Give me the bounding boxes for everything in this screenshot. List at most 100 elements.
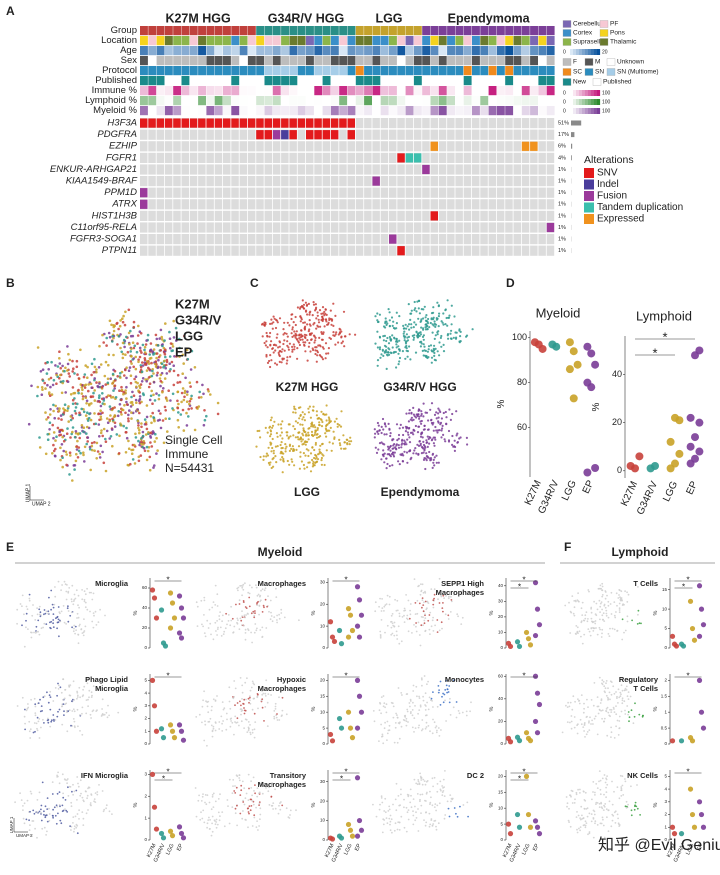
umap-dot bbox=[86, 411, 89, 415]
annotation-cell bbox=[322, 106, 331, 116]
annotation-cell bbox=[148, 46, 157, 56]
umap-dot bbox=[322, 347, 325, 350]
umap-dot bbox=[152, 418, 156, 421]
umap-dot bbox=[430, 588, 433, 590]
gene-cell bbox=[289, 152, 297, 163]
umap-dot bbox=[264, 692, 267, 695]
gene-cell bbox=[455, 234, 463, 245]
umap-dot bbox=[433, 337, 436, 340]
umap-dot bbox=[422, 610, 425, 613]
umap-dot bbox=[307, 302, 310, 305]
umap-dot bbox=[427, 725, 430, 727]
umap-dot bbox=[46, 797, 49, 799]
umap-dot bbox=[279, 423, 283, 426]
umap-dot bbox=[142, 443, 145, 446]
gene-label: H3F3A bbox=[107, 118, 137, 129]
x-tick-label: K27M bbox=[146, 843, 158, 859]
umap-dot bbox=[145, 458, 149, 462]
annotation-cell bbox=[455, 106, 464, 116]
umap-dot bbox=[73, 830, 75, 833]
umap-dot bbox=[243, 707, 245, 709]
gene-cell bbox=[140, 234, 148, 245]
umap bbox=[374, 299, 474, 370]
umap-dot bbox=[25, 612, 28, 615]
umap-dot bbox=[61, 465, 64, 469]
gene-cell bbox=[330, 164, 339, 175]
umap-dot bbox=[272, 315, 275, 318]
umap-dot bbox=[425, 459, 428, 462]
umap-dot bbox=[70, 801, 73, 804]
freq-label: 6% bbox=[558, 144, 566, 150]
umap-dot bbox=[83, 386, 87, 389]
umap-dot bbox=[267, 693, 270, 695]
umap-dot bbox=[60, 691, 63, 694]
umap-dot bbox=[171, 392, 175, 396]
umap-dot bbox=[51, 793, 54, 795]
umap-dot bbox=[321, 338, 324, 341]
umap-dot bbox=[72, 367, 75, 371]
freq-label: 51% bbox=[558, 120, 569, 126]
data-point bbox=[358, 709, 365, 715]
gene-cell bbox=[430, 152, 438, 163]
gene-cell bbox=[438, 164, 447, 175]
gene-cell bbox=[247, 199, 256, 210]
umap-dot bbox=[232, 779, 235, 781]
umap-dot bbox=[409, 318, 412, 321]
umap-dot bbox=[120, 385, 123, 389]
umap-dot bbox=[97, 621, 100, 623]
umap-dot bbox=[43, 826, 46, 829]
umap-dot bbox=[240, 704, 242, 707]
umap-dot bbox=[40, 705, 43, 707]
umap-dot bbox=[99, 431, 103, 435]
umap-dot bbox=[297, 406, 301, 409]
umap-dot bbox=[159, 379, 163, 383]
y-axis-label: % bbox=[489, 610, 495, 615]
umap-dot bbox=[434, 425, 437, 429]
umap-dot bbox=[145, 427, 149, 431]
gene-cell bbox=[488, 234, 497, 245]
umap-dot bbox=[216, 412, 220, 416]
gene-cell bbox=[173, 141, 181, 152]
annotation-cell bbox=[538, 86, 547, 96]
umap-dot bbox=[69, 614, 72, 617]
umap-dot bbox=[313, 424, 316, 427]
umap-dot bbox=[67, 786, 69, 789]
umap-dot bbox=[354, 333, 357, 336]
umap-dot bbox=[301, 411, 304, 414]
umap-dot bbox=[181, 408, 185, 412]
umap-dot bbox=[66, 409, 69, 413]
gene-label: KIAA1549-BRAF bbox=[66, 176, 138, 187]
annotation-cell bbox=[505, 96, 514, 106]
umap-dot bbox=[36, 836, 38, 839]
umap-dot bbox=[295, 337, 298, 340]
umap-dot bbox=[397, 460, 400, 463]
group-header: LGG bbox=[375, 11, 402, 25]
umap-dot bbox=[119, 319, 122, 322]
umap-dot bbox=[56, 792, 59, 795]
data-point bbox=[587, 349, 596, 358]
umap-dot bbox=[374, 315, 377, 318]
umap-dot bbox=[429, 321, 432, 325]
umap-dot bbox=[243, 712, 246, 715]
umap-dot bbox=[393, 621, 396, 624]
umap-dot bbox=[132, 365, 135, 369]
umap-dot bbox=[420, 419, 423, 423]
umap-dot bbox=[49, 408, 52, 411]
umap-dot bbox=[39, 698, 41, 701]
umap-dot bbox=[433, 721, 436, 724]
umap-dot bbox=[403, 443, 406, 446]
umap-dot bbox=[437, 412, 440, 415]
gene-cell bbox=[355, 176, 364, 187]
umap-dot bbox=[394, 446, 397, 449]
umap-dot bbox=[253, 683, 256, 686]
gene-cell bbox=[231, 141, 239, 152]
umap-dot bbox=[244, 638, 247, 641]
umap-dot bbox=[315, 410, 318, 413]
umap-dot bbox=[445, 684, 448, 687]
umap-dot bbox=[24, 728, 26, 731]
umap-dot bbox=[202, 699, 205, 702]
y-tick-label: 0 bbox=[144, 645, 147, 650]
umap-dot bbox=[256, 627, 258, 630]
umap-dot bbox=[318, 309, 322, 312]
umap-dot bbox=[25, 626, 27, 629]
